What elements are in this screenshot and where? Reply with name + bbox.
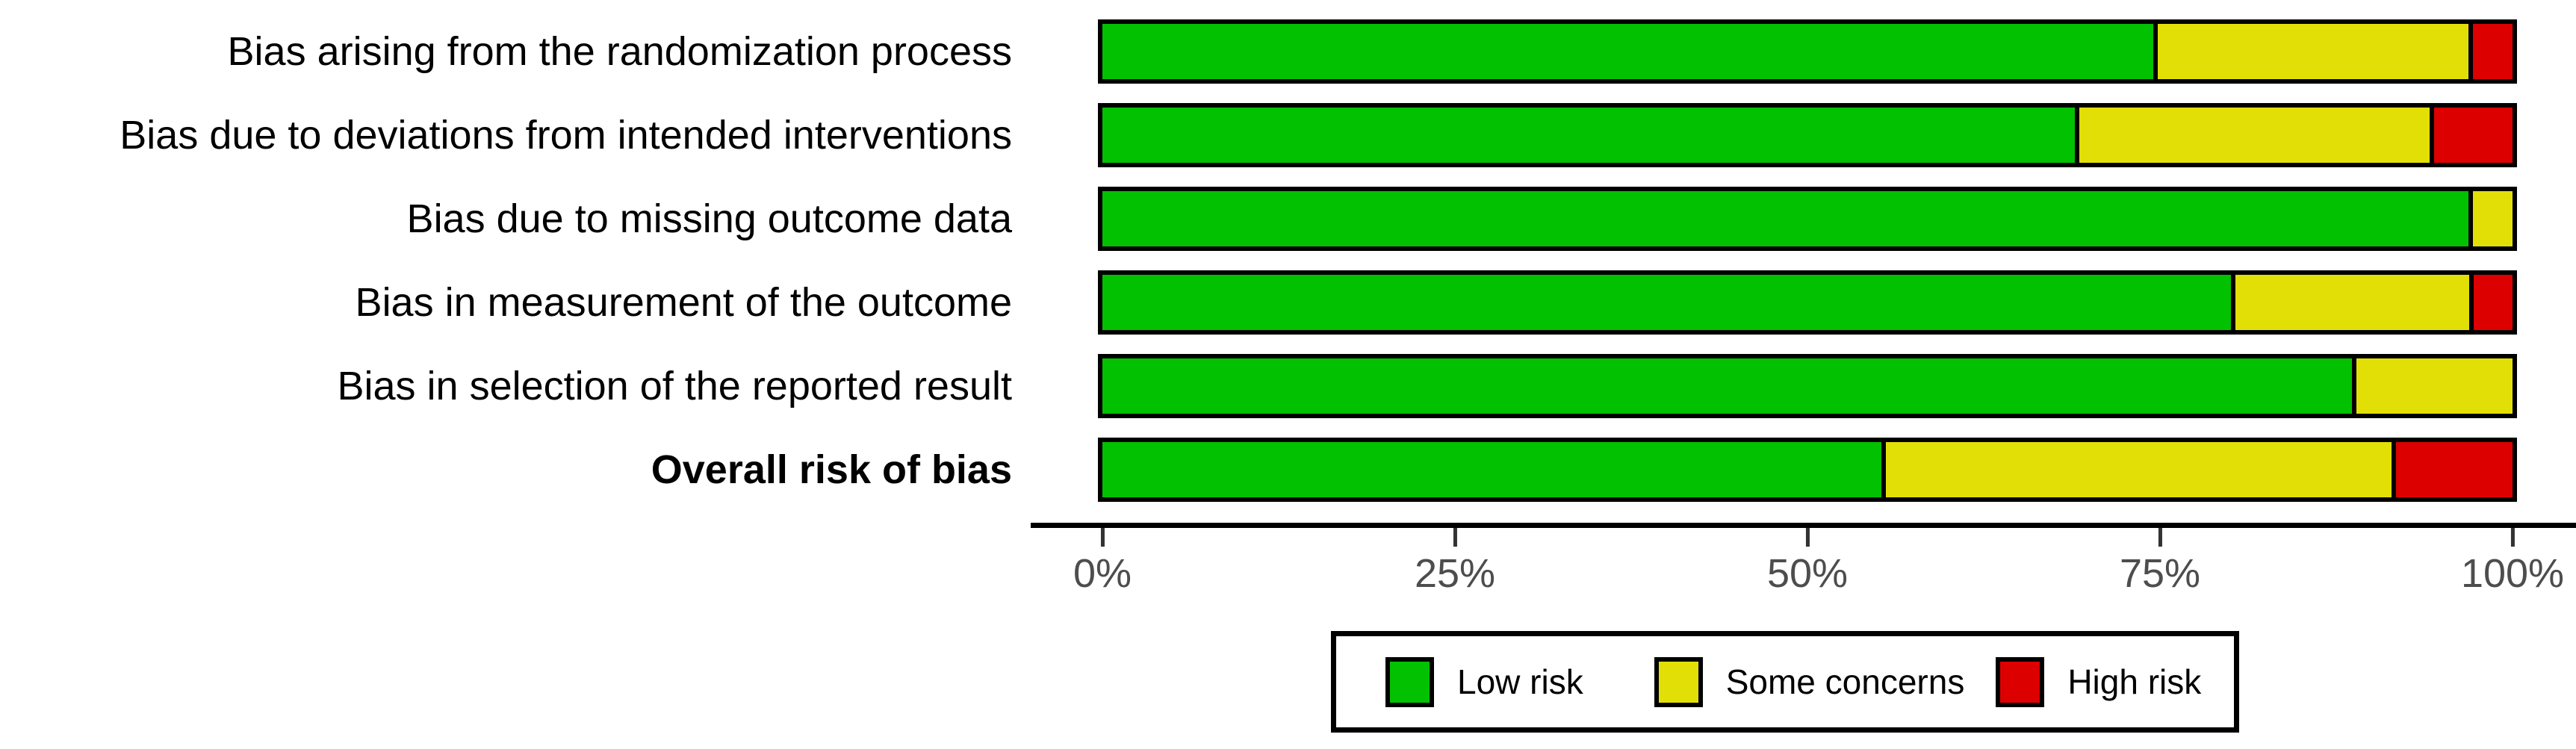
category-label-missing-data: Bias due to missing outcome data <box>406 196 1012 241</box>
stacked-bar-randomization <box>1098 19 2517 84</box>
tick-mark <box>1805 528 1810 547</box>
stacked-bar-selection <box>1098 354 2517 418</box>
category-label-selection: Bias in selection of the reported result <box>337 364 1013 408</box>
row-measurement: Bias in measurement of the outcome <box>0 270 2576 335</box>
segment-high-risk <box>2468 275 2513 330</box>
row-randomization: Bias arising from the randomization proc… <box>0 19 2576 84</box>
segment-some-concerns <box>2468 191 2513 246</box>
tick-mark <box>1453 528 1457 547</box>
tick-50: 50% <box>1767 528 1848 594</box>
segment-some-concerns <box>1881 442 2392 497</box>
x-axis-ticks: 0% 25% 50% 75% 100% <box>1073 528 2564 603</box>
some-concerns-swatch <box>1654 656 1703 707</box>
row-overall: Overall risk of bias <box>0 438 2576 502</box>
segment-high-risk <box>2392 442 2513 497</box>
stacked-bar-measurement <box>1098 270 2517 335</box>
tick-label-0: 0% <box>1073 551 1132 596</box>
tick-100: 100% <box>2461 528 2564 594</box>
segment-high-risk <box>2468 24 2513 79</box>
high-risk-swatch <box>1996 656 2045 707</box>
tick-mark <box>2510 528 2515 547</box>
segment-low-risk <box>1102 24 2153 79</box>
tick-0: 0% <box>1073 528 1132 594</box>
segment-low-risk <box>1102 275 2231 330</box>
category-label-measurement: Bias in measurement of the outcome <box>355 280 1012 325</box>
legend: Low risk Some concerns High risk <box>1331 631 2239 733</box>
tick-mark <box>2158 528 2162 547</box>
legend-item-high-risk: High risk <box>1996 656 2202 707</box>
legend-label-some-concerns: Some concerns <box>1725 662 1965 701</box>
segment-low-risk <box>1102 108 2075 163</box>
legend-label-high-risk: High risk <box>2067 662 2202 701</box>
stacked-bar-deviations <box>1098 103 2517 167</box>
stacked-bar-missing-data <box>1098 187 2517 251</box>
category-label-deviations: Bias due to deviations from intended int… <box>120 113 1012 158</box>
row-missing-data: Bias due to missing outcome data <box>0 187 2576 251</box>
category-label-randomization: Bias arising from the randomization proc… <box>227 29 1012 74</box>
low-risk-swatch <box>1385 656 1434 707</box>
category-label-overall: Overall risk of bias <box>651 447 1012 492</box>
tick-75: 75% <box>2120 528 2200 594</box>
legend-item-low-risk: Low risk <box>1385 656 1583 707</box>
tick-label-100: 100% <box>2460 551 2565 596</box>
segment-some-concerns <box>2074 108 2430 163</box>
segment-high-risk <box>2429 108 2513 163</box>
segment-low-risk <box>1102 358 2353 414</box>
tick-25: 25% <box>1415 528 1495 594</box>
x-axis-line <box>1031 523 2576 528</box>
stacked-bar-overall <box>1098 438 2517 502</box>
row-selection: Bias in selection of the reported result <box>0 354 2576 418</box>
segment-some-concerns <box>2153 24 2469 79</box>
tick-label-25: 25% <box>1414 551 1496 596</box>
tick-mark <box>1100 528 1105 547</box>
row-deviations: Bias due to deviations from intended int… <box>0 103 2576 167</box>
bar-rows: Bias arising from the randomization proc… <box>0 19 2576 521</box>
legend-item-some-concerns: Some concerns <box>1654 656 1965 707</box>
segment-low-risk <box>1102 191 2469 246</box>
segment-low-risk <box>1102 442 1882 497</box>
tick-label-50: 50% <box>1766 551 1849 596</box>
segment-some-concerns <box>2352 358 2513 414</box>
tick-label-75: 75% <box>2119 551 2201 596</box>
segment-some-concerns <box>2230 275 2469 330</box>
legend-label-low-risk: Low risk <box>1457 662 1583 701</box>
